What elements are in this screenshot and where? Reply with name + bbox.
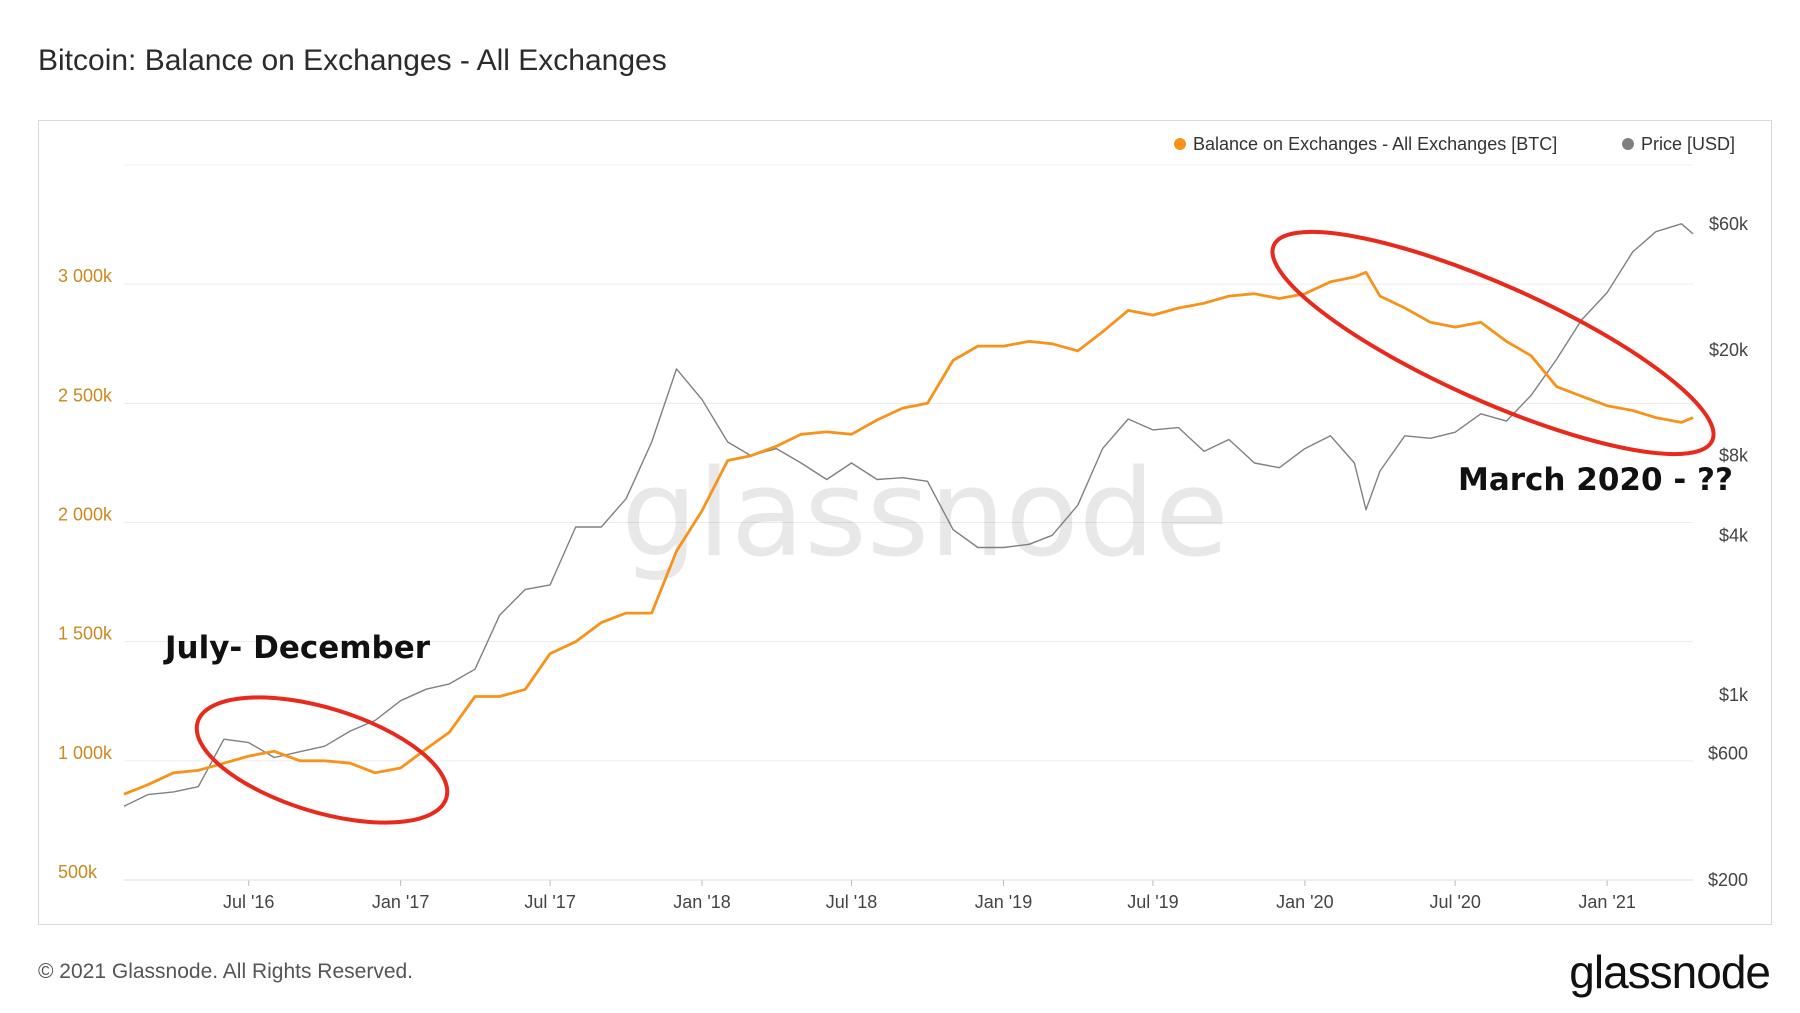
y-right-tick-label: $600	[1708, 744, 1748, 764]
glassnode-logo: glassnode	[1569, 946, 1771, 998]
annotations: July- December March 2020 - ??	[163, 462, 1733, 666]
balance-series-line	[123, 270, 1694, 796]
legend-price-marker	[1622, 138, 1634, 150]
annotation-july-december: July- December	[163, 630, 431, 666]
x-tick-label: Jul '19	[1127, 892, 1178, 912]
march-2020-ellipse	[1270, 229, 1716, 457]
x-tick-label: Jan '17	[372, 892, 429, 912]
y-left-tick-label: 1 000k	[58, 743, 113, 763]
y-left-tick-label: 500k	[58, 862, 98, 882]
y-right-tick-label: $200	[1708, 870, 1748, 890]
y-left-tick-label: 1 500k	[58, 624, 113, 644]
axes: 3 000k 2 500k 2 000k 1 500k 1 000k 500k $60k $2…	[58, 214, 1749, 912]
chart-frame	[38, 120, 1772, 925]
watermark: glassnode	[621, 445, 1229, 584]
x-tick-label: Jul '18	[826, 892, 877, 912]
x-tick-label: Jan '18	[673, 892, 730, 912]
series-lines	[123, 223, 1694, 807]
page-title: Bitcoin: Balance on Exchanges - All Exch…	[38, 44, 667, 77]
y-right-tick-label: $20k	[1709, 340, 1749, 360]
x-tick-label: Jan '21	[1578, 892, 1635, 912]
annotation-march-2020: March 2020 - ??	[1458, 462, 1733, 498]
legend-balance-label: Balance on Exchanges - All Exchanges [BT…	[1193, 134, 1557, 154]
y-left-tick-label: 3 000k	[58, 266, 113, 286]
price-series-line	[123, 223, 1694, 807]
x-tick-label: Jan '20	[1276, 892, 1333, 912]
y-left-tick-label: 2 000k	[58, 505, 113, 525]
july-december-ellipse	[194, 695, 450, 825]
y-left-tick-label: 2 500k	[58, 385, 113, 405]
annotation-ellipses	[194, 229, 1716, 825]
y-right-tick-label: $4k	[1719, 525, 1749, 545]
x-tick-label: Jul '20	[1429, 892, 1480, 912]
x-tick-label: Jul '17	[524, 892, 575, 912]
copyright: © 2021 Glassnode. All Rights Reserved.	[38, 960, 414, 983]
legend-price-label: Price [USD]	[1641, 134, 1735, 154]
y-right-tick-label: $1k	[1719, 685, 1749, 705]
legend-balance-marker	[1174, 138, 1186, 150]
y-right-tick-label: $60k	[1709, 214, 1749, 234]
legend: Price [USD] Balance on Exchanges - All Ex…	[1174, 134, 1735, 154]
x-tick-label: Jul '16	[223, 892, 274, 912]
y-right-tick-label: $8k	[1719, 446, 1749, 466]
x-tick-label: Jan '19	[975, 892, 1032, 912]
